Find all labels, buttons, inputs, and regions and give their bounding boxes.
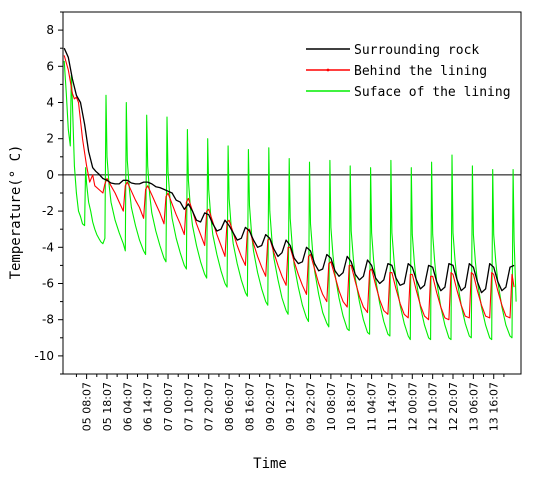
series-layer (63, 47, 517, 341)
x-tick-label: 06 04:07 (121, 382, 134, 431)
y-axis-label: Temperature(° C) (8, 145, 24, 280)
y-tick-label: 0 (46, 168, 54, 182)
x-tick-label: 13 16:07 (488, 382, 501, 431)
y-tick-label: 6 (46, 59, 54, 73)
x-tick-label: 09 02:07 (264, 382, 277, 431)
x-tick-label: 06 14:07 (142, 382, 155, 431)
x-tick-label: 08 06:07 (223, 382, 236, 431)
x-tick-label: 12 00:07 (406, 382, 419, 431)
x-tick-label: 07 10:07 (182, 382, 195, 431)
axes-layer: -10 -8 -6 -4 -2 0 2 4 6 8 05 08:07 05 18:07 06 04:07… (34, 11, 505, 431)
series-line-3 (63, 60, 517, 341)
x-tick-label: 09 22:07 (305, 382, 318, 431)
y-tick-label: -10 (34, 349, 54, 363)
x-tick-label: 13 06:07 (467, 382, 480, 431)
x-tick-label: 05 18:07 (101, 382, 114, 431)
x-tick-label: 12 20:07 (447, 382, 460, 431)
x-axis-label: Time (253, 456, 287, 472)
x-tick-label: 09 12:07 (284, 382, 297, 431)
x-tick-label: 12 10:07 (427, 382, 440, 431)
legend: Surrounding rock Behind the lining Suface … (306, 43, 511, 100)
y-tick-label: -4 (42, 240, 54, 254)
y-tick-label: 4 (46, 96, 54, 110)
y-tick-label: -8 (42, 313, 54, 327)
x-tick-label: 05 08:07 (81, 382, 94, 431)
legend-label-2: Behind the lining (354, 64, 487, 79)
y-tick-label: -2 (42, 204, 54, 218)
legend-label-3: Suface of the lining (354, 85, 511, 100)
y-tick-label: -6 (42, 277, 54, 291)
x-tick-label: 08 16:07 (243, 382, 256, 431)
x-tick-label: 11 04:07 (366, 382, 379, 431)
legend-label-1: Surrounding rock (354, 43, 479, 58)
series-line-2 (63, 55, 515, 321)
y-tick-label: 8 (46, 23, 54, 37)
y-tick-label: 2 (46, 132, 54, 146)
x-tick-label: 11 14:07 (386, 382, 399, 431)
legend-marker (326, 68, 330, 72)
x-tick-label: 10 08:07 (325, 382, 338, 431)
x-tick-label: 07 20:07 (203, 382, 216, 431)
series-line-1 (63, 47, 515, 294)
x-tick-label: 10 18:07 (345, 382, 358, 431)
x-tick-label: 07 00:07 (162, 382, 175, 431)
